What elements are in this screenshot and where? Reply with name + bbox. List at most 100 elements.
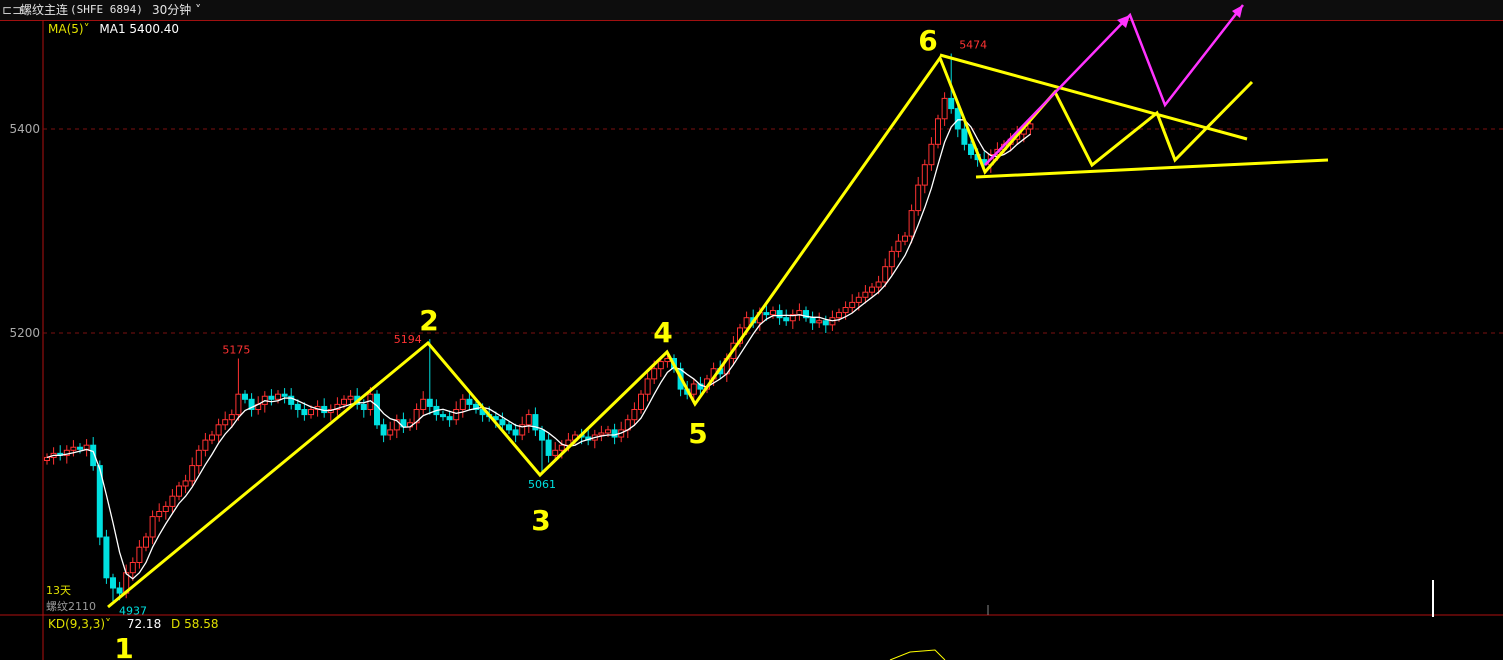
candle-body [380, 424, 387, 436]
candle-body [519, 424, 526, 436]
candle-body [968, 143, 974, 156]
period-selector[interactable]: 30分钟 ˅ [152, 0, 201, 20]
kd-indicator-label: KD(9,3,3) [48, 617, 106, 631]
forecast-arrow-drawing [984, 4, 1244, 166]
ma1-label: MA1 [99, 22, 126, 36]
candle-body [836, 312, 842, 319]
extreme-label-low: 5061 [528, 478, 556, 491]
candle-body [657, 361, 664, 370]
wave-label: 5 [688, 417, 707, 450]
candle-body [393, 419, 400, 431]
candle-body [347, 395, 354, 400]
wave-label: 6 [918, 24, 937, 57]
candle-body [770, 310, 776, 316]
candle-body [176, 485, 182, 497]
ma5-line [46, 119, 1031, 580]
candle-body [915, 184, 922, 212]
wave-label: 2 [419, 304, 438, 337]
wave-label: 1 [114, 632, 133, 660]
candle-body [169, 495, 176, 507]
chevron-down-icon: ˅ [83, 22, 90, 36]
candle-body [862, 291, 869, 298]
candle-body [763, 312, 770, 316]
candle-body [789, 314, 796, 322]
wave-zigzag-drawing [107, 54, 1254, 609]
candle-body [869, 286, 875, 293]
candle-body [189, 465, 196, 482]
extreme-label-high: 5194 [394, 333, 422, 346]
candle-body [426, 398, 433, 407]
d-label: D [171, 617, 181, 631]
candle-body [499, 419, 506, 426]
candle-body [525, 414, 532, 426]
candle-body [308, 409, 314, 416]
y-tick-label: 5200 [9, 326, 40, 340]
candle-body [149, 516, 156, 538]
candle-body [77, 446, 83, 450]
kd-legend: KD(9,3,3)˅ 72.18 D 58.58 [48, 617, 218, 631]
candle-body [248, 398, 255, 410]
candle-body [605, 429, 611, 434]
ma-indicator-selector[interactable]: MA(5)˅ [48, 22, 90, 36]
candle-body [776, 310, 783, 319]
candle-body [1027, 123, 1034, 130]
y-tick-label: 5400 [9, 122, 40, 136]
candle-body [413, 409, 420, 424]
candle-body [222, 419, 229, 426]
kd-indicator-selector[interactable]: KD(9,3,3)˅ [48, 617, 111, 631]
candle-body [374, 393, 380, 426]
candle-body [822, 320, 829, 326]
kd-line [889, 649, 946, 660]
candle-body [446, 416, 453, 421]
ma-indicator-label: MA(5) [48, 22, 84, 36]
candle-body [209, 434, 215, 441]
candle-body [235, 393, 242, 416]
candle-body [558, 444, 565, 451]
candle-body [506, 424, 512, 431]
lower-trendline-drawing [975, 158, 1329, 179]
candle-body [228, 414, 235, 421]
candle-body [611, 429, 618, 438]
candle-body [70, 446, 77, 451]
candle-body [420, 398, 427, 410]
candle-body [301, 409, 308, 416]
link-icon[interactable]: ⊏⊐ [2, 3, 23, 17]
candle-body [902, 235, 908, 242]
candle-body [129, 562, 136, 574]
symbol-code: (SHFE 6894) [70, 3, 143, 16]
arrow-head-icon [1232, 5, 1243, 18]
overlap-label-days: 13天 [46, 584, 71, 597]
candle-body [690, 383, 697, 395]
symbol-name[interactable]: 螺纹主连 [20, 3, 69, 17]
candle-body [796, 310, 803, 316]
d-value: 58.58 [184, 617, 219, 631]
candle-body [948, 97, 955, 110]
candle-body [341, 398, 347, 405]
candle-body [136, 546, 143, 564]
candle-body [552, 449, 559, 456]
candle-body [288, 395, 295, 405]
candle-body [459, 398, 466, 410]
candle-body [440, 414, 446, 418]
candle-body [631, 409, 638, 421]
candle-body [697, 383, 704, 390]
candle-body [156, 511, 163, 518]
candle-body [44, 456, 50, 462]
candle-body [103, 536, 110, 579]
k-value: 72.18 [126, 617, 162, 631]
ma1-value: 5400.40 [129, 22, 180, 36]
candle-body [545, 439, 552, 456]
overlap-label-contract: 螺纹2110 [46, 600, 96, 613]
extreme-label-high: 5474 [959, 39, 987, 52]
candle-body [842, 307, 849, 314]
candle-body [928, 143, 935, 166]
candle-body [453, 409, 460, 421]
candle-body [539, 429, 545, 441]
candle-body [954, 108, 961, 130]
arrow-head-icon [1117, 15, 1130, 28]
candle-body [803, 310, 809, 319]
candle-body [268, 395, 275, 400]
candle-body [110, 577, 116, 589]
candle-body [334, 403, 341, 410]
